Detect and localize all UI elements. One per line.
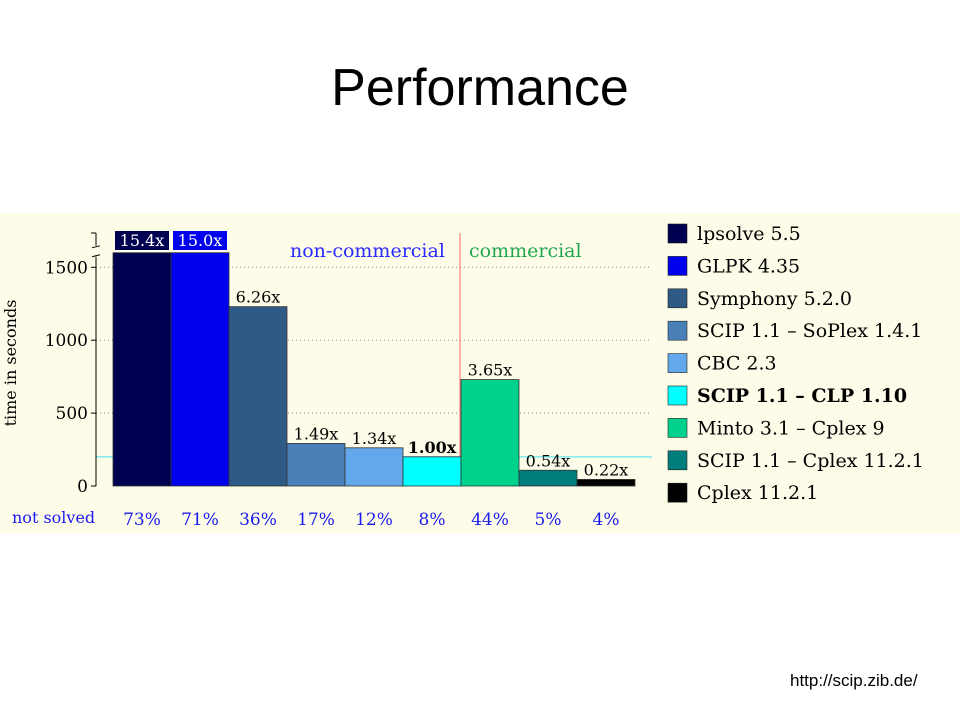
- slide-title: Performance: [331, 59, 629, 117]
- source-url: http://scip.zib.de/: [790, 671, 918, 690]
- legend-label: SCIP 1.1 – SoPlex 1.4.1: [697, 320, 922, 342]
- legend-swatch: [667, 320, 688, 341]
- y-tick-label: 500: [56, 404, 88, 424]
- labels: 15.4x 73% 15.0x 71% 6.26x 36% 1.49x 17% 1.34x 12%…: [12, 231, 628, 530]
- bar: [344, 447, 404, 487]
- performance-chart: 0 500 1000 1500 time in seconds 15.4x 73% 15.0…: [0, 213, 960, 533]
- legend-label: Symphony 5.2.0: [697, 288, 852, 310]
- bar: [460, 379, 520, 487]
- group-label-commercial: commercial: [469, 240, 582, 262]
- bar: [112, 252, 172, 487]
- not-solved-value: 36%: [239, 510, 277, 530]
- bars: [112, 252, 636, 487]
- bar: [170, 252, 230, 487]
- legend: lpsolve 5.5 GLPK 4.35 Symphony 5.2.0 SCIP 1…: [667, 223, 924, 504]
- y-axis-label: time in seconds: [1, 300, 20, 427]
- bar: [402, 456, 462, 487]
- bar-label-box: [115, 231, 169, 250]
- bar-value-label: 1.49x: [294, 424, 339, 443]
- legend-label: SCIP 1.1 – Cplex 11.2.1: [697, 450, 924, 472]
- legend-label: GLPK 4.35: [697, 255, 800, 277]
- legend-swatch: [667, 256, 688, 276]
- not-solved-value: 73%: [123, 510, 161, 530]
- y-tick-label: 1500: [45, 258, 88, 278]
- bar: [518, 469, 578, 487]
- bar: [286, 443, 346, 487]
- not-solved-value: 44%: [471, 510, 509, 530]
- not-solved-value: 8%: [419, 510, 446, 530]
- not-solved-value: 12%: [355, 510, 393, 530]
- y-tick-label: 1000: [45, 331, 88, 351]
- bar-value-label: 3.65x: [468, 361, 513, 380]
- not-solved-value: 17%: [297, 510, 335, 530]
- legend-label: CBC 2.3: [697, 353, 777, 375]
- bar-label-box: [173, 231, 227, 250]
- group-label-noncommercial: non-commercial: [290, 240, 445, 262]
- axis-break-mark: [91, 245, 101, 249]
- legend-label: Cplex 11.2.1: [697, 482, 818, 504]
- legend-swatch: [667, 385, 688, 406]
- y-tick-label: 0: [77, 477, 88, 497]
- legend-label: SCIP 1.1 – CLP 1.10: [697, 385, 907, 407]
- not-solved-label: not solved: [12, 508, 95, 527]
- not-solved-value: 5%: [535, 510, 562, 530]
- legend-swatch: [667, 288, 688, 309]
- legend-label: Minto 3.1 – Cplex 9: [697, 417, 885, 439]
- legend-swatch: [667, 482, 688, 503]
- bar-value-label: 15.0x: [178, 231, 223, 250]
- bar: [228, 306, 288, 487]
- bar-value-label: 6.26x: [236, 288, 281, 307]
- bar: [576, 479, 636, 487]
- legend-label: lpsolve 5.5: [697, 223, 801, 245]
- y-axis: 0 500 1000 1500 time in seconds: [1, 232, 101, 497]
- axis-break-mark: [91, 254, 101, 258]
- legend-swatch: [667, 353, 688, 373]
- bar-value-label: 0.22x: [584, 460, 629, 479]
- not-solved-value: 71%: [181, 510, 219, 530]
- bar-value-label: 1.34x: [352, 429, 397, 448]
- not-solved-value: 4%: [593, 510, 620, 530]
- legend-swatch: [667, 418, 688, 438]
- legend-swatch: [667, 450, 688, 471]
- bar-value-label: 0.54x: [526, 451, 571, 470]
- bar-value-label: 15.4x: [120, 231, 165, 250]
- legend-swatch: [667, 223, 688, 244]
- bar-value-label: 1.00x: [408, 438, 457, 457]
